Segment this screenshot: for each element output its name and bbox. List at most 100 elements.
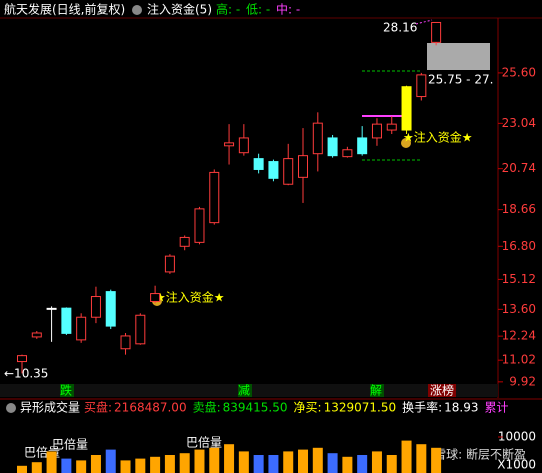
annotation: ★注入资金★ <box>403 130 473 145</box>
legend-entry: 低: - <box>246 3 270 17</box>
candle-body <box>179 236 190 247</box>
y-tick-label: 20.74 <box>502 161 536 175</box>
annotation: ←10.35 <box>4 367 48 381</box>
volume-bar <box>342 456 353 473</box>
stat-value: 1329071.50 <box>324 401 397 415</box>
annotation: 25.75 - 27. <box>428 73 493 87</box>
candle-body <box>386 123 397 131</box>
volume-bar <box>150 456 161 473</box>
money-icon <box>401 138 411 148</box>
candle-body <box>431 21 442 43</box>
stat-label: 换手率: <box>402 400 442 415</box>
volume-bar <box>401 440 412 473</box>
candle-body <box>76 316 87 341</box>
volume-bar <box>61 458 72 473</box>
chart-title: 航天发展(日线,前复权) <box>4 2 125 17</box>
stat-label: 卖盘: <box>193 400 221 415</box>
y-tick-label: 25.60 <box>502 65 536 79</box>
candle-body <box>224 142 235 147</box>
volume-bar <box>357 455 368 473</box>
annotation: 28.16 <box>383 21 417 35</box>
y-tick-label: 18.66 <box>502 202 536 216</box>
shaded-box <box>427 43 490 70</box>
candle-body <box>357 137 368 155</box>
legend-entry: 高: - <box>216 2 240 17</box>
volume-bar <box>238 451 249 473</box>
candle-body <box>90 296 101 318</box>
signal-label: 巴倍量 <box>186 435 222 450</box>
y-tick-label: 15.12 <box>502 272 536 286</box>
candle-body <box>416 74 427 98</box>
candle-body <box>31 332 42 338</box>
volume-bar <box>17 465 27 473</box>
signal-bg <box>370 384 384 397</box>
y-tick-label: 10000 <box>498 430 536 444</box>
y-tick-label: 13.60 <box>502 302 536 316</box>
annotation: ★注入资金★ <box>155 290 225 305</box>
y-tick-label: 12.24 <box>502 329 536 343</box>
volume-bar <box>268 455 279 473</box>
stat-label: 买盘: <box>84 400 112 415</box>
candle-body <box>135 314 146 345</box>
volume-bar <box>194 449 205 473</box>
candle-body <box>401 86 412 131</box>
candle-body <box>342 149 353 158</box>
signal-label: 巴倍量 <box>52 437 88 452</box>
volume-bar <box>371 451 382 473</box>
candle-body <box>46 307 57 310</box>
signal-bg <box>60 384 74 397</box>
candle-body <box>105 291 116 327</box>
legend-entry: 中: - <box>276 2 300 17</box>
annotation-arrow <box>415 19 433 25</box>
volume-bar <box>253 455 264 473</box>
volume-bar <box>209 447 220 473</box>
candle-body <box>17 355 27 363</box>
signal: 解 <box>370 384 382 398</box>
signal-bg <box>238 384 252 397</box>
candle-body <box>164 255 175 273</box>
candle-body <box>209 171 220 224</box>
volume-bar <box>431 447 442 473</box>
indicator-name: 注入资金(5) <box>147 2 212 17</box>
candle-body <box>253 158 264 170</box>
candle-body <box>194 208 205 243</box>
volume-stats: 买盘: 2168487.00 卖盘: 839415.50 净买: 1329071.50 换手… <box>84 400 509 415</box>
volume-title: 异形成交量 <box>20 400 80 415</box>
candle-body <box>371 123 382 139</box>
stat-value: 18.93 <box>444 401 478 415</box>
volume-bar <box>120 460 131 473</box>
y-tick-label: 16.80 <box>502 239 536 253</box>
signal: 跌 <box>60 383 72 398</box>
stat-value: 839415.50 <box>223 401 288 415</box>
volume-bar <box>312 447 323 473</box>
candle-body <box>327 137 338 157</box>
candle-body <box>268 161 279 179</box>
volume-bar <box>298 449 309 473</box>
unit-label: X1000 <box>497 458 536 472</box>
candle-body <box>312 122 323 155</box>
volume-bar <box>327 453 338 473</box>
signal: 减 <box>238 384 250 398</box>
signal: 涨榜 <box>430 383 454 398</box>
volume-bar <box>224 444 235 473</box>
watermark: 雪球: 断层不断盈 <box>434 447 526 462</box>
volume-bar <box>76 460 87 473</box>
candle-body <box>61 307 72 334</box>
volume-bar <box>164 455 175 473</box>
candle-body <box>298 155 309 178</box>
stat-value: 2168487.00 <box>114 401 187 415</box>
indicator-icon <box>132 5 142 15</box>
y-tick-label: 23.04 <box>502 116 536 130</box>
y-tick-label: 9.92 <box>509 374 536 388</box>
stat-label: 累计 <box>485 401 509 415</box>
volume-bar <box>105 449 116 473</box>
signal-bg <box>428 384 456 397</box>
stat-label: 净买: <box>294 401 322 415</box>
volume-bar <box>31 462 42 473</box>
y-tick-label: 11.02 <box>502 353 536 367</box>
indicator-icon <box>6 403 16 413</box>
candle-body <box>283 158 294 185</box>
volume-bar <box>135 458 146 473</box>
